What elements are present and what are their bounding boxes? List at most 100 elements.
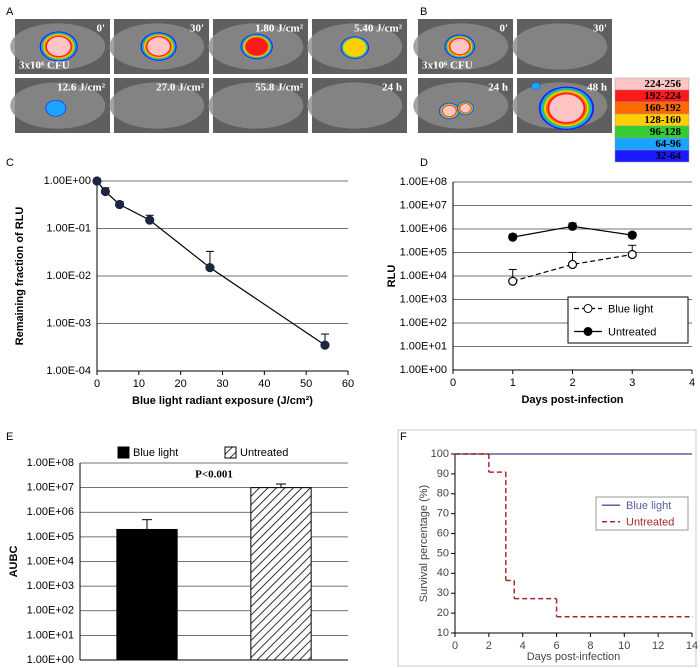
luminescence-blob bbox=[460, 103, 471, 113]
tile-label: 24 h bbox=[382, 82, 402, 94]
luminescence-blob bbox=[531, 82, 541, 90]
y-tick-label: 40 bbox=[437, 567, 449, 579]
data-point bbox=[508, 276, 518, 286]
animal-body bbox=[109, 82, 205, 129]
y-tick-label: 1.00E+06 bbox=[27, 506, 74, 518]
y-tick-label: 1.00E+00 bbox=[27, 654, 74, 666]
y-axis-label: AUBC bbox=[8, 546, 20, 578]
panel-label: C bbox=[6, 157, 14, 169]
x-tick-label: 12 bbox=[652, 640, 664, 652]
panel-label: E bbox=[6, 431, 13, 443]
y-tick-label: 80 bbox=[437, 488, 449, 500]
y-tick-label: 1.00E+04 bbox=[27, 555, 74, 567]
tile-label: 30' bbox=[190, 23, 204, 35]
data-point bbox=[508, 232, 518, 242]
y-tick-label: 1.00E+02 bbox=[27, 605, 74, 617]
legend-swatch bbox=[224, 446, 237, 459]
x-tick-label: 10 bbox=[133, 378, 145, 390]
y-tick-label: 90 bbox=[437, 468, 449, 480]
animal-body bbox=[512, 23, 608, 70]
y-tick-label: 1.00E-04 bbox=[46, 365, 91, 377]
scale-label: 224-256 bbox=[644, 78, 681, 90]
y-tick-label: 1.00E+08 bbox=[27, 457, 74, 469]
y-tick-label: 1.00E+05 bbox=[27, 531, 74, 543]
y-tick-label: 60 bbox=[437, 527, 449, 539]
x-tick-label: 8 bbox=[587, 640, 593, 652]
tile-label: 5.40 J/cm² bbox=[354, 23, 403, 35]
data-point bbox=[320, 340, 330, 350]
luminescence-blob bbox=[147, 37, 170, 56]
data-point bbox=[205, 263, 215, 273]
legend-label: Blue light bbox=[133, 447, 178, 459]
panel-frame bbox=[397, 429, 697, 667]
y-tick-label: 1.00E-02 bbox=[46, 270, 91, 282]
y-tick-label: 1.00E+05 bbox=[400, 246, 447, 258]
x-tick-label: 30 bbox=[216, 378, 228, 390]
y-axis-label: Survival percentage (%) bbox=[418, 485, 430, 602]
y-tick-label: 1.00E+04 bbox=[400, 270, 447, 282]
legend-marker bbox=[583, 327, 593, 336]
inoculum-label: 3x10⁶ CFU bbox=[19, 60, 70, 72]
y-tick-label: 1.00E+07 bbox=[400, 199, 447, 211]
data-point bbox=[627, 230, 637, 240]
y-tick-label: 1.00E+07 bbox=[27, 482, 74, 494]
x-tick-label: 0 bbox=[452, 640, 458, 652]
y-axis-label: Remaining fraction of RLU bbox=[14, 207, 26, 346]
x-tick-label: 0 bbox=[450, 377, 456, 389]
data-point bbox=[145, 215, 155, 225]
scale-label: 128-160 bbox=[644, 114, 681, 126]
x-tick-label: 3 bbox=[629, 377, 635, 389]
x-axis-label: Blue light radiant exposure (J/cm²) bbox=[132, 395, 313, 407]
series-line bbox=[512, 253, 633, 282]
data-point bbox=[567, 221, 578, 231]
x-tick-label: 14 bbox=[686, 640, 698, 652]
y-tick-label: 1.00E+00 bbox=[44, 175, 91, 187]
y-tick-label: 100 bbox=[431, 448, 449, 460]
y-tick-label: 1.00E+01 bbox=[400, 340, 447, 352]
x-tick-label: 20 bbox=[175, 378, 187, 390]
animal-body bbox=[307, 82, 403, 129]
legend-label: Untreated bbox=[626, 517, 674, 529]
data-point bbox=[92, 176, 102, 186]
inoculum-label: 3x10⁶ CFU bbox=[422, 60, 473, 72]
panel-label: F bbox=[400, 431, 407, 443]
y-tick-label: 1.00E+08 bbox=[400, 176, 447, 188]
x-tick-label: 4 bbox=[520, 640, 526, 652]
tile-label: 0' bbox=[499, 23, 508, 35]
data-point bbox=[627, 249, 637, 260]
scale-swatch bbox=[614, 149, 690, 163]
scale-label: 96-128 bbox=[650, 126, 682, 138]
y-tick-label: 10 bbox=[437, 627, 449, 639]
legend-label: Blue light bbox=[608, 303, 653, 315]
legend-box bbox=[595, 496, 689, 531]
panel-label: A bbox=[6, 6, 14, 18]
x-tick-label: 1 bbox=[510, 377, 516, 389]
scale-label: 160-192 bbox=[644, 102, 681, 114]
tile-label: 30' bbox=[593, 23, 607, 35]
legend-label: Untreated bbox=[240, 447, 288, 459]
series-line bbox=[96, 180, 326, 346]
x-tick-label: 50 bbox=[300, 378, 312, 390]
tile-label: 12.6 J/cm² bbox=[57, 82, 106, 94]
y-axis-label: RLU bbox=[386, 265, 398, 288]
data-point bbox=[100, 186, 110, 197]
y-tick-label: 1.00E+03 bbox=[400, 293, 447, 305]
luminescence-blob bbox=[450, 38, 470, 55]
luminescence-blob bbox=[46, 36, 71, 57]
legend-swatch bbox=[117, 446, 130, 459]
bar bbox=[116, 528, 178, 661]
luminescence-blob bbox=[442, 105, 456, 117]
luminescence-blob bbox=[549, 94, 584, 123]
bar bbox=[250, 487, 312, 661]
y-tick-label: 1.00E+06 bbox=[400, 223, 447, 235]
y-tick-label: 1.00E+02 bbox=[400, 317, 447, 329]
x-tick-label: 0 bbox=[94, 378, 100, 390]
legend-marker bbox=[583, 304, 593, 313]
y-tick-label: 30 bbox=[437, 587, 449, 599]
x-tick-label: 60 bbox=[342, 378, 354, 390]
y-tick-label: 70 bbox=[437, 508, 449, 520]
y-tick-label: 1.00E-03 bbox=[46, 317, 91, 329]
data-point bbox=[114, 199, 125, 210]
luminescence-blob bbox=[343, 38, 367, 57]
tile-label: 0' bbox=[96, 23, 105, 35]
